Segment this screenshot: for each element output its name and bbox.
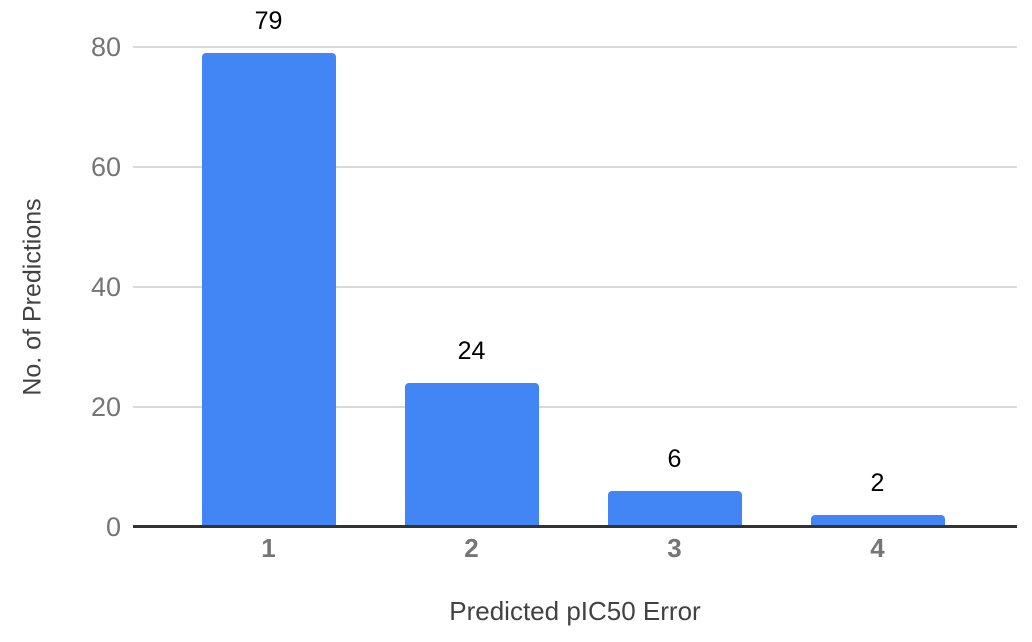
gridline <box>133 286 1017 288</box>
bar-value-label: 24 <box>457 337 486 365</box>
bar-slot: 6 <box>573 47 776 527</box>
bar-slot: 2 <box>776 47 979 527</box>
x-axis-title: Predicted pIC50 Error <box>449 596 701 626</box>
x-axis-tick-label: 1 <box>261 533 276 563</box>
gridline <box>133 406 1017 408</box>
x-axis-tick-labels: 1 2 3 4 <box>167 533 979 563</box>
y-axis-tick-label: 20 <box>90 392 121 422</box>
bar <box>404 383 539 527</box>
bar <box>810 515 945 527</box>
gridline <box>133 166 1017 168</box>
bar-value-label: 2 <box>870 469 885 497</box>
y-axis-tick-label: 60 <box>90 152 121 182</box>
x-axis-line <box>133 525 1017 528</box>
bar-value-label: 79 <box>254 7 283 35</box>
plot-area: 79 24 6 2 <box>167 7 979 527</box>
y-axis-tick-label: 80 <box>90 32 121 62</box>
bar-slot: 79 <box>167 7 370 527</box>
x-axis-tick-label: 3 <box>667 533 682 563</box>
x-axis-tick-label: 2 <box>464 533 479 563</box>
x-axis-tick-label: 4 <box>870 533 885 563</box>
y-axis-tick-label: 40 <box>90 272 121 302</box>
gridline <box>133 46 1017 48</box>
bar-slot: 24 <box>370 47 573 527</box>
bar <box>201 53 336 527</box>
bar <box>607 491 742 527</box>
y-axis-tick-label: 0 <box>105 512 121 542</box>
bar-value-label: 6 <box>667 445 682 473</box>
